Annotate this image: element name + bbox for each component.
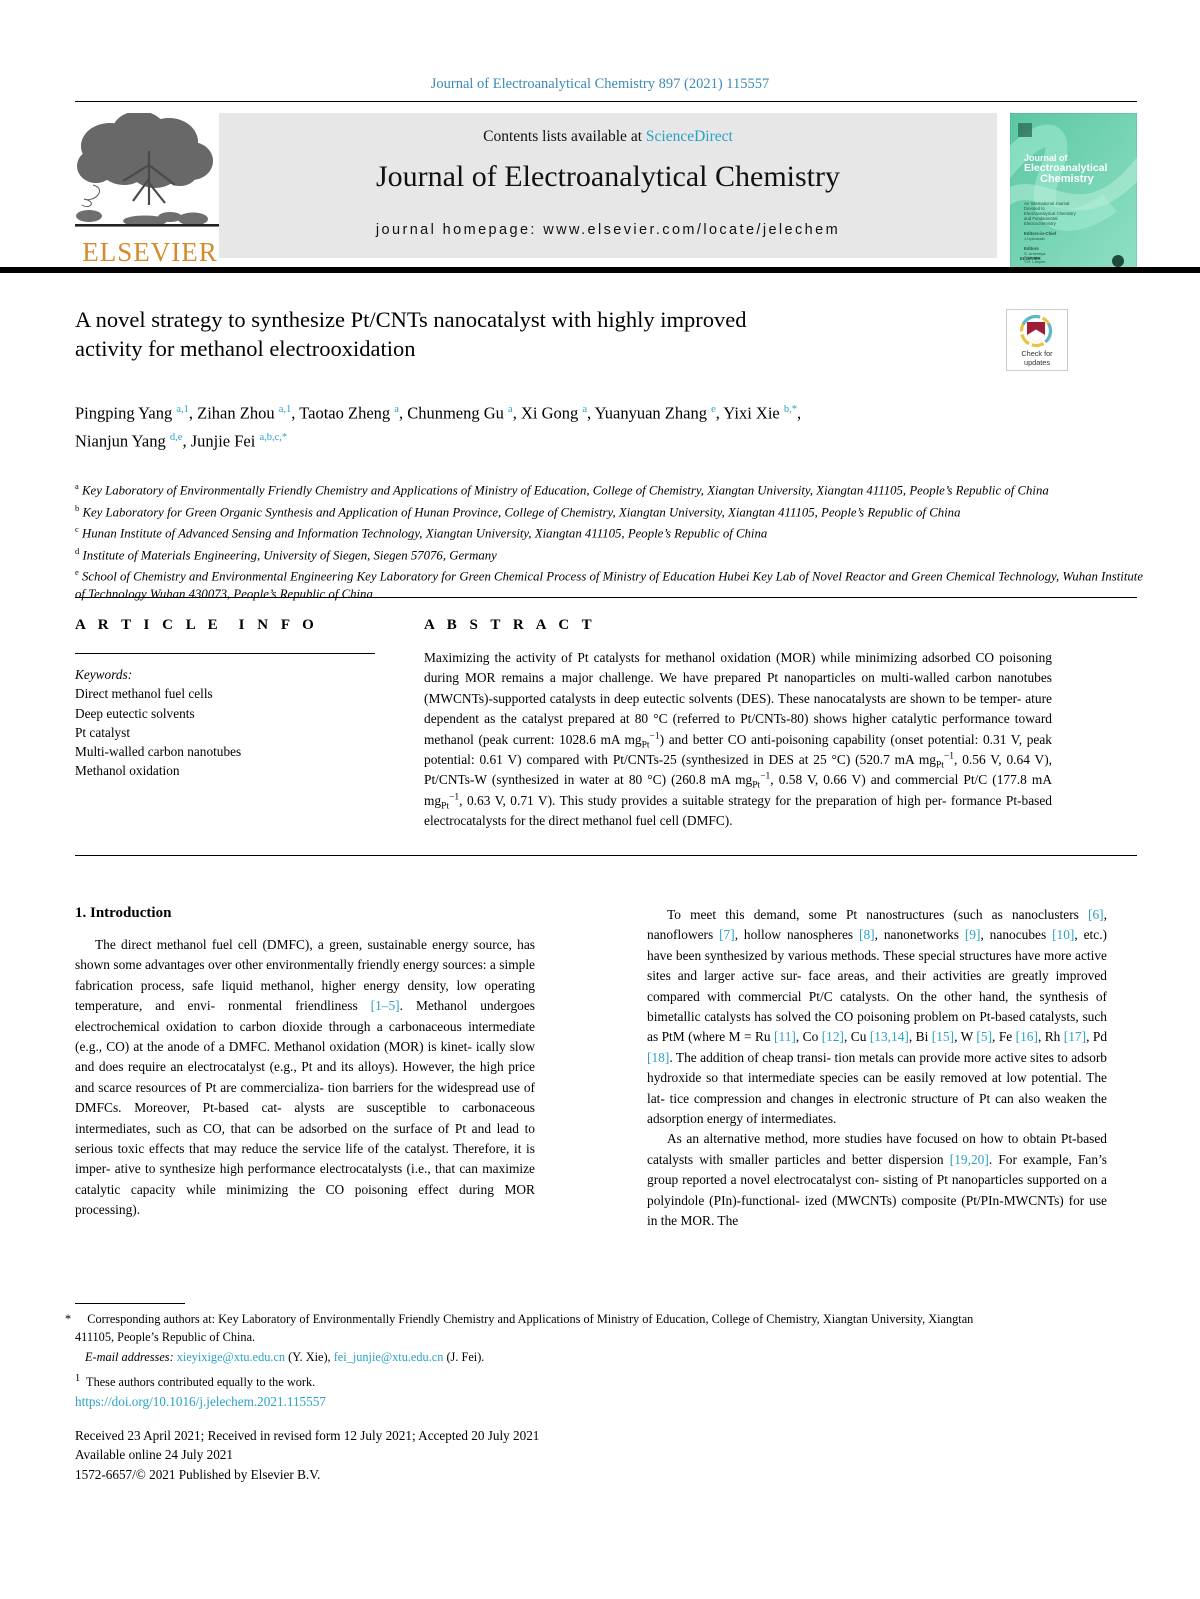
svg-text:J.Lipkowski: J.Lipkowski bbox=[1024, 236, 1045, 241]
svg-text:Chemistry: Chemistry bbox=[1040, 173, 1095, 185]
svg-text:Electrochemistry: Electrochemistry bbox=[1024, 221, 1057, 226]
svg-text:updates: updates bbox=[1024, 358, 1050, 367]
svg-text:ELSEVIER: ELSEVIER bbox=[1020, 256, 1041, 261]
svg-text:Check for: Check for bbox=[1021, 349, 1053, 358]
